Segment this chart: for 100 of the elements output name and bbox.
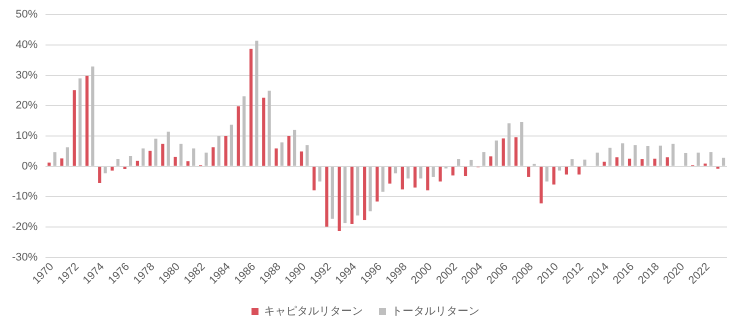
bar: [325, 166, 328, 227]
bar: [186, 161, 190, 166]
legend-label: キャピタルリターン: [264, 304, 363, 318]
bar: [419, 166, 422, 178]
bar: [280, 142, 284, 166]
y-tick-label: -30%: [12, 251, 38, 264]
bar: [85, 76, 89, 166]
bar: [287, 136, 290, 166]
bar: [236, 106, 240, 166]
bar: [312, 166, 316, 190]
bar: [514, 137, 518, 166]
bar: [545, 166, 548, 182]
bar: [552, 166, 556, 185]
y-tick-label: 20%: [16, 100, 38, 112]
bar: [343, 166, 347, 224]
bar: [53, 152, 56, 166]
bar: [224, 136, 228, 166]
bar: [413, 166, 417, 188]
bar: [363, 166, 366, 220]
bar: [615, 157, 618, 166]
y-tick-label: 0%: [22, 160, 38, 172]
bar: [356, 166, 360, 216]
bar: [255, 40, 258, 166]
bar: [696, 152, 700, 166]
bar: [148, 150, 152, 166]
bar: [91, 66, 94, 166]
bar: [350, 166, 354, 224]
y-tick-label: -20%: [12, 221, 38, 234]
bar: [300, 151, 304, 166]
bar: [464, 166, 468, 176]
bar: [110, 166, 114, 171]
bar: [709, 152, 712, 166]
bar: [634, 145, 637, 166]
bar: [653, 158, 656, 166]
bar: [330, 166, 334, 219]
bar: [527, 166, 530, 177]
y-tick-label: 10%: [16, 130, 38, 142]
bar: [48, 162, 51, 166]
bar: [507, 123, 511, 166]
bar: [217, 136, 220, 166]
bar: [540, 166, 543, 204]
bar: [78, 78, 82, 166]
bar: [104, 166, 107, 174]
bar: [292, 130, 296, 166]
bar: [564, 166, 568, 175]
bar: [646, 146, 650, 166]
bar: [192, 148, 196, 166]
bar: [116, 159, 120, 166]
bar: [451, 166, 454, 176]
bar: [306, 145, 309, 166]
bar: [658, 146, 662, 166]
y-tick-label: 40%: [16, 38, 38, 51]
bar: [128, 156, 132, 166]
bar: [204, 152, 208, 166]
bar: [666, 157, 669, 166]
bar: [376, 166, 379, 202]
bar: [249, 48, 253, 166]
bar: [621, 143, 624, 166]
bar: [274, 148, 278, 166]
bar: [212, 147, 215, 166]
bar: [489, 156, 492, 166]
bar: [230, 124, 234, 166]
bar: [520, 122, 524, 166]
bar: [338, 166, 341, 231]
bar: [268, 90, 271, 166]
bar: [406, 166, 410, 178]
bar: [318, 166, 322, 182]
bar: [640, 159, 644, 166]
bar: [400, 166, 404, 190]
bar: [602, 162, 606, 166]
bar: [381, 166, 384, 192]
bar: [426, 166, 430, 190]
bar: [154, 138, 158, 166]
bar: [66, 147, 70, 166]
y-tick-label: 50%: [16, 8, 38, 21]
bar: [502, 138, 505, 166]
bar: [60, 158, 64, 166]
legend-label: トータルリターン: [392, 304, 480, 318]
bar: [166, 132, 170, 166]
bar: [608, 148, 612, 166]
bar: [388, 166, 392, 184]
bar: [179, 144, 183, 166]
bar: [142, 148, 145, 166]
bar: [368, 166, 372, 212]
bar: [136, 160, 140, 166]
bar: [242, 96, 246, 166]
bar: [394, 166, 398, 174]
bar: [72, 90, 76, 166]
bar: [161, 144, 164, 166]
bar: [98, 166, 102, 184]
bar: [628, 158, 632, 166]
y-tick-label: 30%: [16, 69, 38, 82]
bar: [596, 152, 599, 166]
bar: [570, 159, 574, 166]
bar: [672, 144, 675, 166]
bar: [174, 156, 177, 166]
bar: [438, 166, 442, 182]
bar: [583, 160, 586, 166]
bar: [457, 159, 460, 166]
bar: [722, 158, 726, 166]
